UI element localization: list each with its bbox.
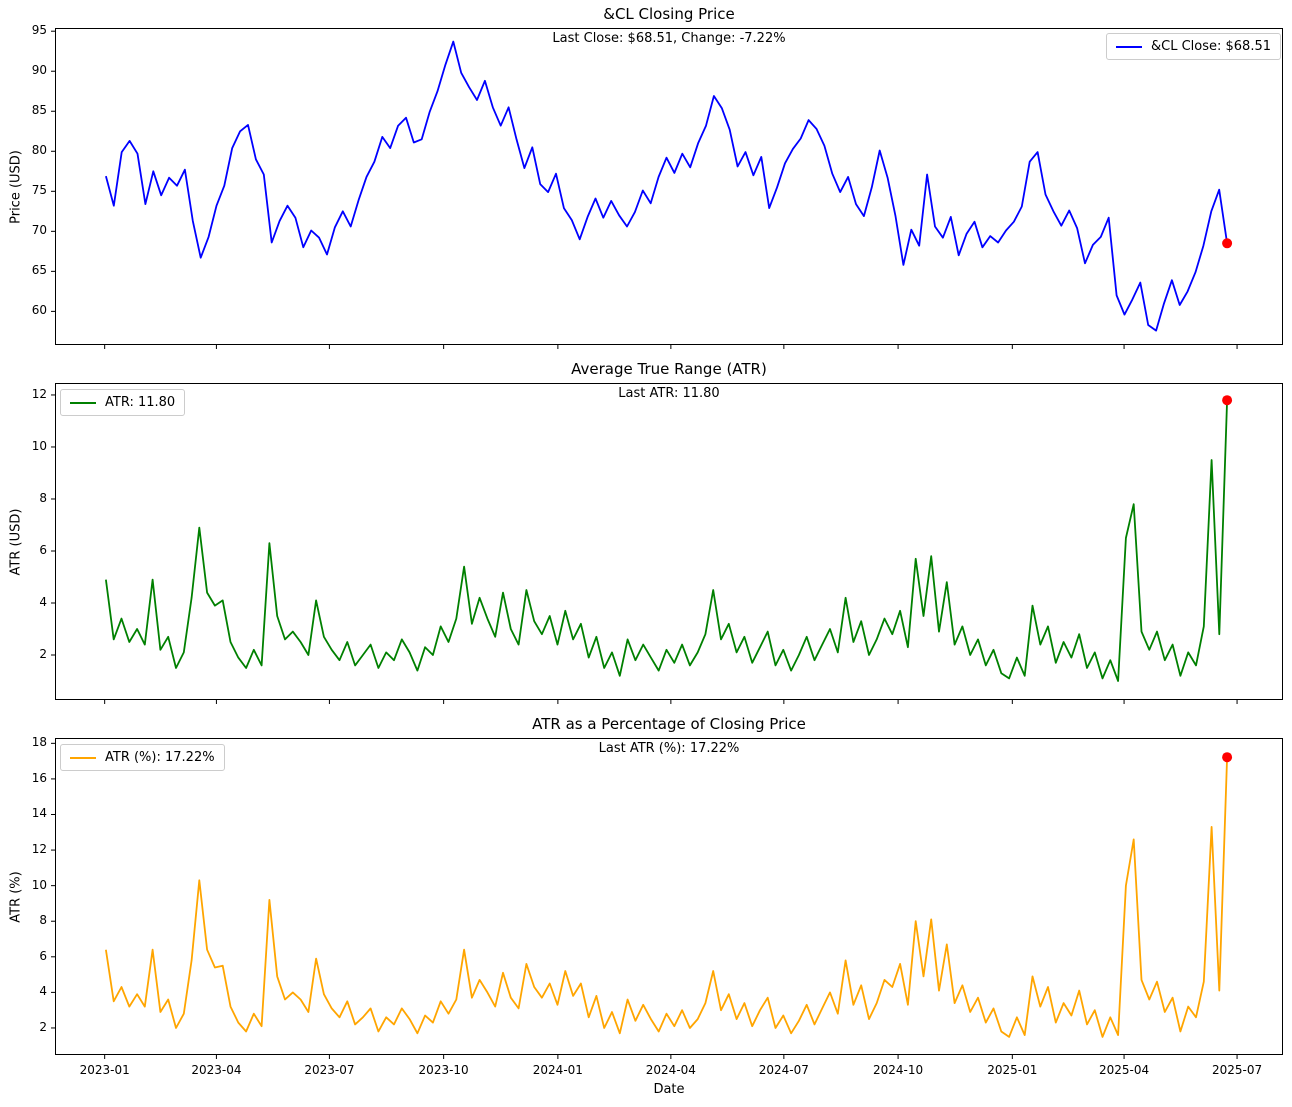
price-last-point-marker <box>1222 238 1233 249</box>
y-tick-label: 8 <box>39 913 47 928</box>
atr-percent-last-point-marker <box>1222 752 1233 763</box>
x-tick-label: 2025-04 <box>1098 1063 1150 1077</box>
price-axes-spines <box>55 28 1283 345</box>
x-tick-label: 2025-01 <box>987 1063 1038 1077</box>
atr-y-axis-label: ATR (USD) <box>8 508 24 575</box>
y-tick-label: 4 <box>39 595 47 609</box>
atr-plot-area <box>51 383 1283 704</box>
y-tick-label: 95 <box>31 23 47 38</box>
subplot-atr: Average True Range (ATR) Last ATR: 11.80… <box>9 360 1283 704</box>
price-line <box>105 40 1228 332</box>
y-tick-label: 85 <box>31 103 47 118</box>
y-tick-label: 12 <box>31 386 47 401</box>
price-chart-title: &CL Closing Price <box>603 5 735 23</box>
price-plot-area <box>51 28 1283 349</box>
atr-axes-spines <box>55 383 1283 700</box>
y-tick-label: 6 <box>39 948 47 963</box>
y-tick-label: 10 <box>31 438 47 453</box>
y-tick-label: 8 <box>39 490 47 505</box>
atr-percent-chart-title: ATR as a Percentage of Closing Price <box>532 715 806 733</box>
y-tick-label: 2 <box>39 1019 47 1034</box>
atr-percent-axes-spines <box>55 738 1283 1055</box>
y-tick-label: 18 <box>31 735 47 750</box>
subplot-closing-price: &CL Closing Price Last Close: $68.51, Ch… <box>9 5 1283 349</box>
x-tick-label: 2024-10 <box>873 1063 924 1077</box>
y-tick-label: 2 <box>39 647 47 661</box>
atr-chart-title: Average True Range (ATR) <box>571 360 767 378</box>
atr-percent-legend: ATR (%): 17.22% <box>60 744 225 771</box>
atr-percent-plot-area <box>51 738 1283 1059</box>
x-tick-label: 2025-07 <box>1211 1063 1263 1077</box>
atr-percent-last-annotation: Last ATR (%): 17.22% <box>598 741 740 756</box>
y-tick-label: 75 <box>31 183 47 198</box>
y-tick-label: 60 <box>31 303 47 318</box>
atr-legend: ATR: 11.80 <box>60 389 186 416</box>
y-tick-label: 4 <box>39 984 47 999</box>
x-tick-label: 2023-01 <box>79 1063 130 1077</box>
x-tick-label: 2023-10 <box>418 1063 469 1077</box>
x-tick-label: 2023-07 <box>304 1063 355 1077</box>
y-tick-label: 65 <box>31 263 47 278</box>
atr-last-point-marker <box>1222 395 1233 406</box>
x-tick-label: 2024-04 <box>645 1063 696 1077</box>
price-legend-line-sample <box>1115 45 1142 48</box>
y-tick-label: 10 <box>31 877 47 892</box>
y-tick-label: 80 <box>31 143 47 158</box>
y-tick-label: 16 <box>31 770 47 785</box>
price-last-close-annotation: Last Close: $68.51, Change: -7.22% <box>552 31 786 46</box>
y-tick-label: 70 <box>31 223 47 238</box>
atr-percent-line <box>105 757 1228 1038</box>
y-tick-label: 6 <box>39 542 47 557</box>
price-legend: &CL Close: $68.51 <box>1105 33 1281 60</box>
atr-legend-line-sample <box>70 401 96 404</box>
x-tick-label: 2024-01 <box>532 1063 583 1077</box>
x-tick-label: 2024-07 <box>758 1063 809 1077</box>
x-axis-label: Date <box>653 1082 685 1097</box>
atr-line <box>105 400 1228 682</box>
atr-percent-legend-label: ATR (%): 17.22% <box>105 750 215 765</box>
atr-legend-label: ATR: 11.80 <box>105 395 176 410</box>
y-tick-label: 14 <box>31 806 47 821</box>
y-tick-label: 90 <box>31 63 47 78</box>
x-tick-label: 2023-04 <box>191 1063 242 1077</box>
y-tick-label: 12 <box>31 842 47 857</box>
price-legend-label: &CL Close: $68.51 <box>1150 39 1271 54</box>
atr-percent-legend-line-sample <box>70 756 96 759</box>
subplot-atr-percent: ATR as a Percentage of Closing Price Las… <box>9 715 1283 1077</box>
atr-last-annotation: Last ATR: 11.80 <box>618 386 720 401</box>
